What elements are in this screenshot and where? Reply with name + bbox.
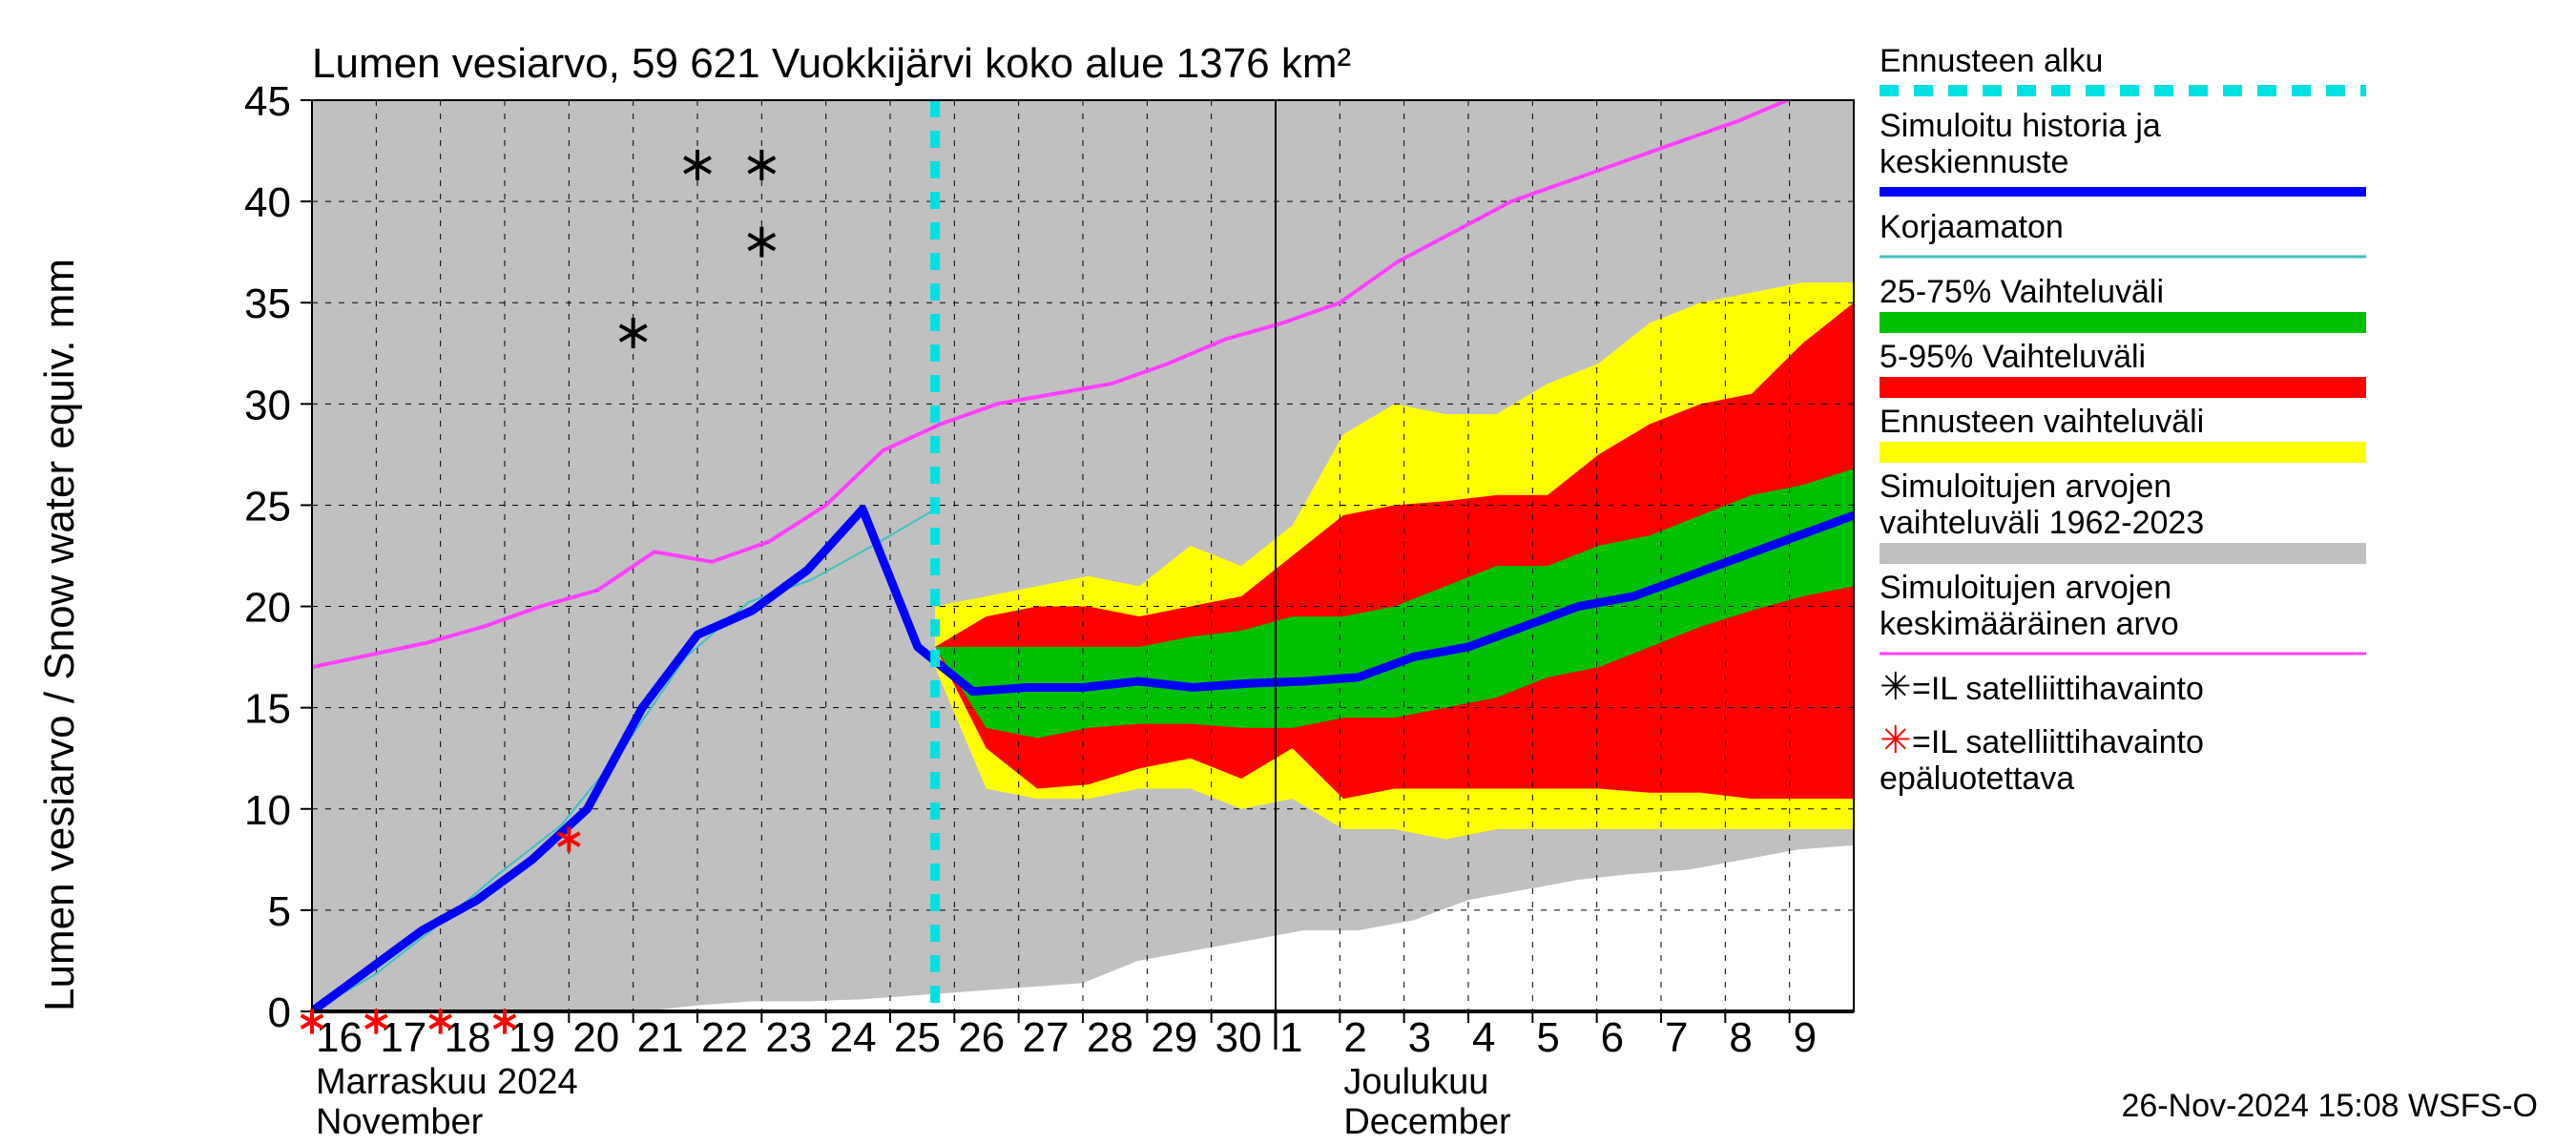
xtick-label: 25 — [894, 1014, 941, 1061]
legend-label: Ennusteen vaihteluväli — [1880, 404, 2204, 440]
xtick-label: 26 — [958, 1014, 1005, 1061]
legend-marker: ✳ — [1880, 666, 1912, 708]
legend-label: Simuloitu historia ja — [1880, 108, 2161, 144]
legend-swatch — [1880, 312, 2366, 333]
xtick-label: 8 — [1729, 1014, 1752, 1061]
legend-label: Simuloitujen arvojen — [1880, 468, 2171, 505]
xtick-label: 17 — [380, 1014, 426, 1061]
xtick-label: 6 — [1601, 1014, 1624, 1061]
footer-text: 26-Nov-2024 15:08 WSFS-O — [2121, 1088, 2538, 1124]
ytick-label: 0 — [268, 989, 291, 1036]
ytick-label: 5 — [268, 888, 291, 935]
xtick-label: 9 — [1794, 1014, 1817, 1061]
xtick-label: 3 — [1408, 1014, 1431, 1061]
legend-label: keskimääräinen arvo — [1880, 606, 2179, 642]
xtick-label: 2 — [1343, 1014, 1366, 1061]
xtick-label: 23 — [765, 1014, 812, 1061]
month1-b: November — [316, 1102, 484, 1142]
xtick-label: 27 — [1023, 1014, 1070, 1061]
ytick-label: 40 — [244, 179, 291, 226]
chart-svg: 0510152025303540451617181920212223242526… — [0, 0, 2576, 1145]
xtick-label: 19 — [509, 1014, 555, 1061]
xtick-label: 28 — [1087, 1014, 1133, 1061]
legend-label: Ennusteen alku — [1880, 43, 2103, 79]
xtick-label: 20 — [572, 1014, 619, 1061]
xtick-label: 4 — [1472, 1014, 1495, 1061]
month2-a: Joulukuu — [1343, 1062, 1488, 1102]
ytick-label: 20 — [244, 585, 291, 632]
xtick-label: 30 — [1215, 1014, 1262, 1061]
y-axis-label: Lumen vesiarvo / Snow water equiv. mm — [36, 259, 83, 1011]
legend-swatch — [1880, 377, 2366, 398]
legend-label: vaihteluväli 1962-2023 — [1880, 505, 2204, 541]
chart-title: Lumen vesiarvo, 59 621 Vuokkijärvi koko … — [312, 40, 1351, 87]
ytick-label: 10 — [244, 787, 291, 834]
ytick-label: 35 — [244, 281, 291, 327]
xtick-label: 24 — [830, 1014, 877, 1061]
month2-b: December — [1343, 1102, 1511, 1142]
legend-label: keskiennuste — [1880, 144, 2068, 180]
xtick-label: 16 — [316, 1014, 363, 1061]
ytick-label: 45 — [244, 78, 291, 125]
xtick-label: 18 — [445, 1014, 491, 1061]
legend-label: epäluotettava — [1880, 760, 2074, 797]
legend-label: 5-95% Vaihteluväli — [1880, 339, 2146, 375]
xtick-label: 29 — [1151, 1014, 1197, 1061]
legend-label: =IL satelliittihavainto — [1912, 671, 2204, 707]
xtick-label: 1 — [1279, 1014, 1302, 1061]
month1-a: Marraskuu 2024 — [316, 1062, 578, 1102]
chart-container: 0510152025303540451617181920212223242526… — [0, 0, 2576, 1145]
xtick-label: 22 — [701, 1014, 748, 1061]
legend-swatch — [1880, 543, 2366, 564]
legend-label: =IL satelliittihavainto — [1912, 724, 2204, 760]
legend-label: Korjaamaton — [1880, 209, 2064, 245]
legend-label: Simuloitujen arvojen — [1880, 570, 2171, 606]
xtick-label: 21 — [637, 1014, 684, 1061]
legend-marker: ✳ — [1880, 719, 1912, 761]
xtick-label: 5 — [1536, 1014, 1559, 1061]
xtick-label: 7 — [1665, 1014, 1688, 1061]
ytick-label: 15 — [244, 686, 291, 733]
legend-swatch — [1880, 442, 2366, 463]
ytick-label: 30 — [244, 382, 291, 428]
ytick-label: 25 — [244, 483, 291, 530]
legend-label: 25-75% Vaihteluväli — [1880, 274, 2164, 310]
